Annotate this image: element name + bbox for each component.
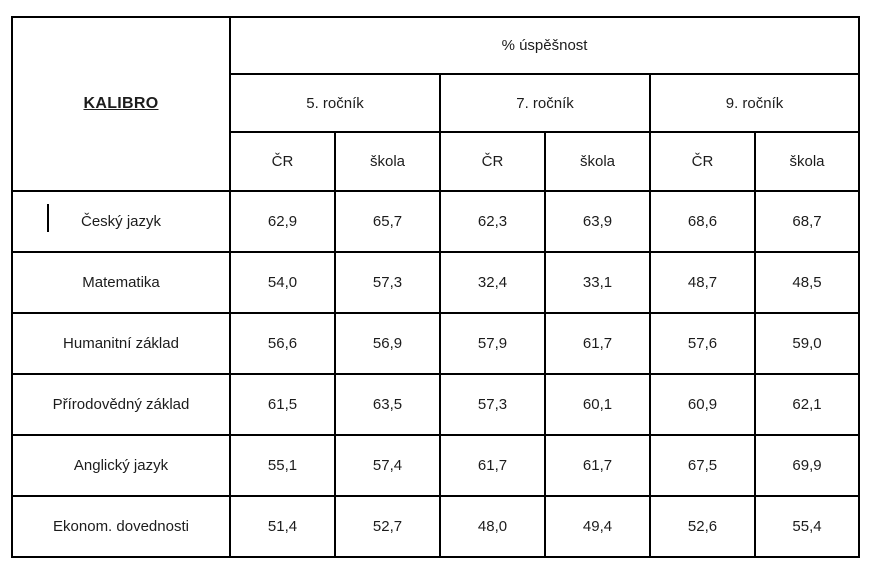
header-group-7-rocnik: 7. ročník <box>439 73 651 133</box>
score-cell-skola: 60,1 <box>544 373 651 436</box>
score-cell-cr: 60,9 <box>649 373 756 436</box>
score-cell-cr: 57,3 <box>439 373 546 436</box>
score-cell-skola: 52,7 <box>334 495 441 558</box>
score-cell-skola: 65,7 <box>334 190 441 253</box>
row-label: Anglický jazyk <box>11 434 231 497</box>
subheader-skola-9: škola <box>753 131 861 192</box>
score-cell-skola: 62,1 <box>753 373 861 436</box>
table-row-prirodovedny-zaklad: Přírodovědný základ 61,5 63,5 57,3 60,1 … <box>11 373 861 436</box>
subheader-cr-5: ČR <box>229 131 336 192</box>
score-cell-cr: 68,6 <box>649 190 756 253</box>
score-cell-skola: 63,5 <box>334 373 441 436</box>
header-group-9-rocnik: 9. ročník <box>648 73 861 133</box>
score-cell-skola: 59,0 <box>753 312 861 375</box>
subheader-skola-5: škola <box>334 131 441 192</box>
subheader-cr-9: ČR <box>649 131 756 192</box>
score-cell-cr: 48,7 <box>649 251 756 314</box>
subheader-skola-7: škola <box>544 131 651 192</box>
score-cell-cr: 48,0 <box>439 495 546 558</box>
score-cell-cr: 32,4 <box>439 251 546 314</box>
row-label: Přírodovědný základ <box>11 373 231 436</box>
score-cell-skola: 48,5 <box>753 251 861 314</box>
score-cell-skola: 61,7 <box>544 434 651 497</box>
table-row-ekonom-dovednosti: Ekonom. dovednosti 51,4 52,7 48,0 49,4 5… <box>11 495 861 558</box>
header-group-5-rocnik: 5. ročník <box>229 73 441 133</box>
kalibro-label: KALIBRO <box>83 95 159 112</box>
subheader-cr-7: ČR <box>439 131 546 192</box>
score-cell-skola: 63,9 <box>544 190 651 253</box>
score-cell-skola: 68,7 <box>753 190 861 253</box>
score-cell-cr: 56,6 <box>229 312 336 375</box>
score-cell-skola: 56,9 <box>334 312 441 375</box>
score-cell-cr: 57,6 <box>649 312 756 375</box>
text-caret <box>47 204 49 232</box>
score-cell-skola: 57,4 <box>334 434 441 497</box>
score-cell-cr: 62,9 <box>229 190 336 253</box>
score-cell-skola: 33,1 <box>544 251 651 314</box>
row-label: Ekonom. dovednosti <box>11 495 231 558</box>
score-cell-cr: 57,9 <box>439 312 546 375</box>
score-cell-skola: 69,9 <box>753 434 861 497</box>
score-cell-skola: 61,7 <box>544 312 651 375</box>
header-row-subcolumns: ČR škola ČR škola ČR škola <box>12 131 861 192</box>
row-label: Matematika <box>11 251 231 314</box>
row-label: Český jazyk <box>11 190 231 253</box>
table-row-anglicky-jazyk: Anglický jazyk 55,1 57,4 61,7 61,7 67,5 … <box>11 434 861 497</box>
header-row-title: KALIBRO % úspěšnost <box>11 16 861 192</box>
table-row-humanitni-zaklad: Humanitní základ 56,6 56,9 57,9 61,7 57,… <box>11 312 861 375</box>
score-cell-cr: 54,0 <box>229 251 336 314</box>
score-cell-cr: 61,5 <box>229 373 336 436</box>
score-cell-cr: 61,7 <box>439 434 546 497</box>
score-cell-cr: 62,3 <box>439 190 546 253</box>
header-uspesnost: % úspěšnost <box>228 16 861 75</box>
score-cell-cr: 67,5 <box>649 434 756 497</box>
score-cell-cr: 51,4 <box>229 495 336 558</box>
row-label: Humanitní základ <box>11 312 231 375</box>
score-cell-skola: 49,4 <box>544 495 651 558</box>
score-cell-cr: 55,1 <box>229 434 336 497</box>
score-cell-skola: 55,4 <box>753 495 861 558</box>
header-row-grades: 5. ročník 7. ročník 9. ročník <box>12 73 861 133</box>
kalibro-results-table: KALIBRO % úspěšnost 5. ročník 7. ročník … <box>11 16 861 558</box>
table-row-matematika: Matematika 54,0 57,3 32,4 33,1 48,7 48,5 <box>11 251 861 314</box>
corner-cell: KALIBRO <box>11 16 231 192</box>
score-cell-skola: 57,3 <box>334 251 441 314</box>
table-row-cesky-jazyk: Český jazyk 62,9 65,7 62,3 63,9 68,6 68,… <box>11 190 861 253</box>
score-cell-cr: 52,6 <box>649 495 756 558</box>
